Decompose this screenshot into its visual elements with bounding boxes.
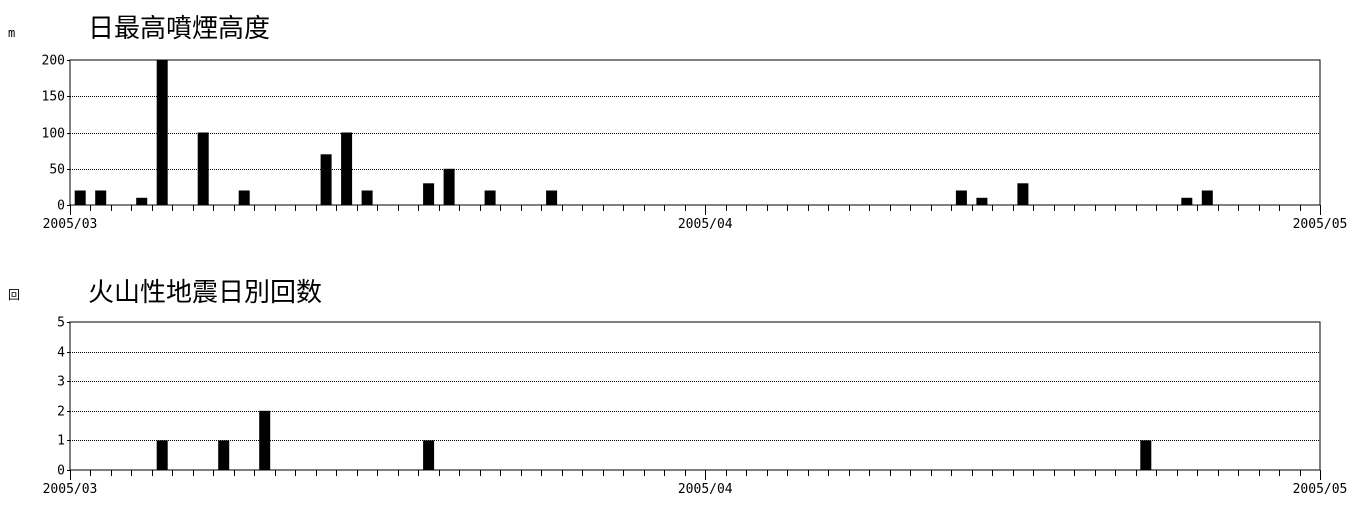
y-tick-label: 1 xyxy=(57,434,65,449)
bar xyxy=(218,440,230,470)
bar xyxy=(546,190,558,205)
bar xyxy=(976,197,988,206)
x-tick-label: 2005/04 xyxy=(678,217,733,232)
bar xyxy=(423,440,435,470)
bar xyxy=(1017,183,1029,206)
y-tick-label: 200 xyxy=(42,54,65,69)
bar xyxy=(197,132,209,205)
bar xyxy=(95,190,107,205)
chart-1: 0 50 100 150 200 2005/03 2005/04 2005/05 xyxy=(42,54,1348,233)
chart2-unit-label: 回 xyxy=(8,288,21,302)
y-tick-label: 2 xyxy=(57,405,65,420)
bar xyxy=(341,132,353,205)
bar xyxy=(361,190,373,205)
bar xyxy=(1140,440,1152,470)
bar xyxy=(320,154,332,206)
bar xyxy=(156,440,168,470)
y-tick-label: 0 xyxy=(57,464,65,479)
y-tick-label: 100 xyxy=(42,127,65,142)
bar xyxy=(259,410,271,470)
y-tick-label: 3 xyxy=(57,375,65,390)
bar xyxy=(156,60,168,205)
chart2-title: 火山性地震日別回数 xyxy=(88,278,323,308)
chart-2: 0 1 2 3 4 5 2005/03 2005/04 2005/05 xyxy=(43,316,1348,498)
y-tick-label: 4 xyxy=(57,346,65,361)
y-tick-label: 0 xyxy=(57,199,65,214)
x-tick-label: 2005/03 xyxy=(43,217,98,232)
bar xyxy=(423,183,435,206)
y-tick-label: 150 xyxy=(42,90,65,105)
bar xyxy=(443,168,455,206)
y-tick-label: 5 xyxy=(57,316,65,331)
bar xyxy=(484,190,496,205)
bar xyxy=(955,190,967,205)
y-tick-label: 50 xyxy=(49,163,65,178)
bar xyxy=(1181,197,1193,206)
x-tick-label: 2005/05 xyxy=(1293,482,1348,497)
chart1-unit-label: m xyxy=(8,26,16,40)
plot-frame xyxy=(69,59,1321,206)
chart1-title: 日最高噴煙高度 xyxy=(88,14,271,44)
x-tick-label: 2005/04 xyxy=(678,482,733,497)
plot-frame xyxy=(69,321,1321,471)
bar xyxy=(238,190,250,205)
bar xyxy=(136,197,148,206)
bar xyxy=(1201,190,1213,205)
bar xyxy=(74,190,86,205)
x-tick-label: 2005/05 xyxy=(1293,217,1348,232)
x-tick-label: 2005/03 xyxy=(43,482,98,497)
